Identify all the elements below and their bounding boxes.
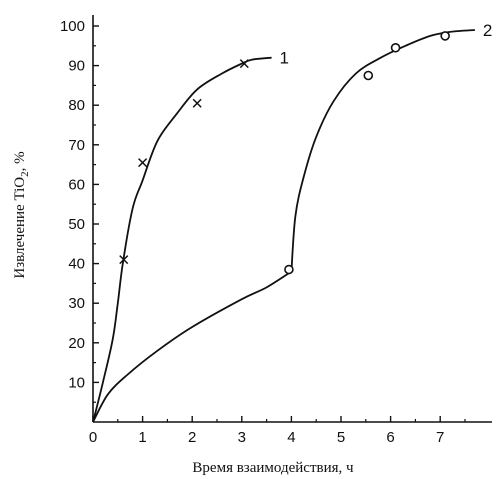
x-tick-label: 1 bbox=[138, 429, 146, 446]
y-tick-label: 50 bbox=[68, 216, 85, 233]
x-tick-label: 5 bbox=[337, 429, 345, 446]
series-1: 1 bbox=[92, 49, 289, 423]
y-tick-label: 70 bbox=[68, 137, 85, 154]
y-tick-label: 30 bbox=[68, 295, 85, 312]
data-point-circle bbox=[390, 42, 401, 53]
y-tick-label: 90 bbox=[68, 58, 85, 75]
y-tick-label: 80 bbox=[68, 97, 85, 114]
data-point-x bbox=[239, 59, 249, 69]
y-tick-label: 60 bbox=[68, 176, 85, 193]
y-axis-title-main: Извлечение TiO bbox=[12, 177, 28, 279]
x-tick-label: 0 bbox=[89, 429, 97, 446]
x-axis-ticks: 0 1 2 3 4 5 6 7 bbox=[89, 416, 466, 446]
series-line-2 bbox=[290, 29, 475, 272]
series-line-1 bbox=[92, 56, 272, 423]
x-tick-label: 6 bbox=[386, 429, 394, 446]
axes bbox=[92, 15, 492, 423]
series-label-2: 2 bbox=[483, 21, 492, 40]
y-axis-title: Извлечение TiO2, % bbox=[12, 151, 31, 278]
data-point-circle bbox=[440, 31, 450, 41]
y-axis-title-subscript: 2 bbox=[19, 171, 31, 177]
series-line-2 bbox=[92, 270, 292, 423]
x-tick-label: 4 bbox=[287, 429, 295, 446]
x-tick-label: 2 bbox=[188, 429, 196, 446]
x-marker-stroke bbox=[239, 59, 249, 69]
x-axis-title: Время взаимодействия, ч bbox=[192, 460, 354, 476]
data-point-x bbox=[119, 255, 129, 265]
y-tick-label: 20 bbox=[68, 335, 85, 352]
x-tick-label: 7 bbox=[436, 429, 444, 446]
y-tick-label: 10 bbox=[68, 374, 85, 391]
x-marker-stroke bbox=[192, 98, 202, 108]
data-point-circle bbox=[363, 70, 374, 81]
data-point-circle bbox=[284, 264, 294, 275]
data-point-x bbox=[192, 98, 202, 108]
y-axis-ticks: 10 20 30 40 50 60 70 80 90 100 bbox=[60, 18, 99, 403]
y-axis-title-tail: , % bbox=[12, 151, 28, 171]
x-marker-stroke bbox=[138, 158, 148, 168]
x-tick-label: 3 bbox=[238, 429, 246, 446]
series-2: 2 bbox=[92, 21, 492, 423]
data-point-x bbox=[138, 158, 148, 168]
y-tick-label: 40 bbox=[68, 256, 85, 273]
y-tick-label: 100 bbox=[60, 18, 85, 35]
series-label-1: 1 bbox=[280, 49, 289, 68]
x-marker-stroke bbox=[119, 255, 129, 265]
series-layer: 12 bbox=[92, 21, 492, 423]
